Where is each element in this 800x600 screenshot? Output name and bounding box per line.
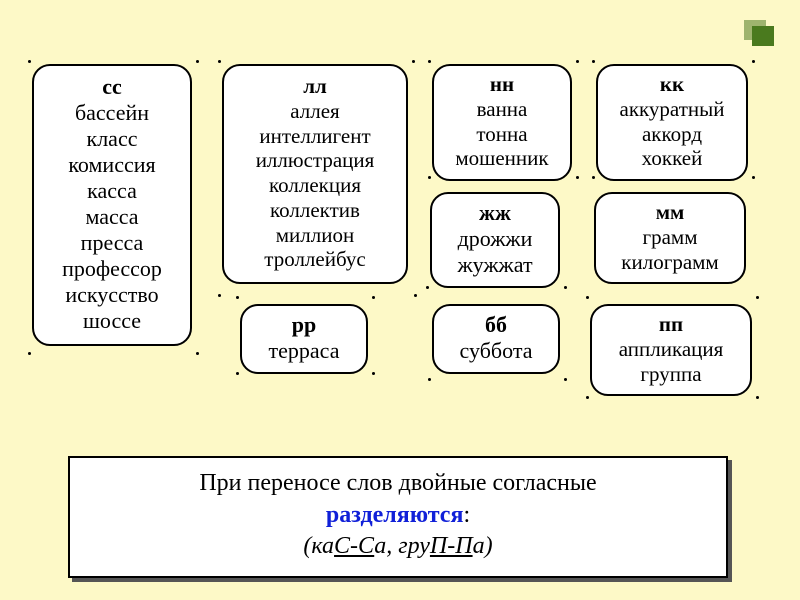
rule-accent: разделяются bbox=[326, 502, 464, 528]
ex1-post: а bbox=[374, 533, 386, 559]
card-pp: пп аппликация группа bbox=[590, 304, 752, 396]
card-ll: лл аллея интеллигент иллюстрация коллекц… bbox=[222, 64, 408, 284]
card-zhzh: жж дрожжи жужжат bbox=[430, 192, 560, 288]
card-word: килограмм bbox=[600, 250, 740, 275]
card-word: искусство bbox=[38, 282, 186, 308]
dot bbox=[196, 60, 199, 63]
card-word: терраса bbox=[246, 338, 362, 364]
dot bbox=[428, 378, 431, 381]
rule-examples: (каС-Са, груП-Па) bbox=[80, 531, 716, 562]
card-ss: сс бассейн класс комиссия касса масса пр… bbox=[32, 64, 192, 346]
ex1-underline: С-С bbox=[334, 533, 374, 559]
dot bbox=[586, 396, 589, 399]
card-header: рр bbox=[246, 312, 362, 338]
dot bbox=[412, 60, 415, 63]
dot bbox=[752, 176, 755, 179]
card-word: касса bbox=[38, 178, 186, 204]
card-mm: мм грамм килограмм bbox=[594, 192, 746, 284]
card-bb: бб суббота bbox=[432, 304, 560, 374]
dot bbox=[756, 296, 759, 299]
dot bbox=[372, 372, 375, 375]
card-word: класс bbox=[38, 126, 186, 152]
card-word: коллекция bbox=[228, 173, 402, 198]
card-header: жж bbox=[436, 200, 554, 226]
card-word: аппликация bbox=[596, 337, 746, 362]
ex1-pre: ка bbox=[311, 533, 334, 559]
nav-face bbox=[752, 26, 774, 46]
dot bbox=[592, 60, 595, 63]
dot bbox=[576, 176, 579, 179]
card-word: аккуратный bbox=[602, 97, 742, 122]
card-header: кк bbox=[602, 72, 742, 97]
card-rr: рр терраса bbox=[240, 304, 368, 374]
card-word: аккорд bbox=[602, 122, 742, 147]
dot bbox=[28, 60, 31, 63]
card-word: троллейбус bbox=[228, 247, 402, 272]
dot bbox=[236, 372, 239, 375]
rule-colon: : bbox=[463, 502, 470, 528]
card-header: пп bbox=[596, 312, 746, 337]
next-slide-button[interactable] bbox=[744, 20, 774, 46]
rule-box: При переносе слов двойные согласные разд… bbox=[68, 456, 728, 578]
card-word: ванна bbox=[438, 97, 566, 122]
card-word: жужжат bbox=[436, 252, 554, 278]
card-header: лл bbox=[228, 74, 402, 99]
dot bbox=[372, 296, 375, 299]
card-header: сс bbox=[38, 74, 186, 100]
dot bbox=[752, 60, 755, 63]
dot bbox=[426, 286, 429, 289]
card-word: бассейн bbox=[38, 100, 186, 126]
card-word: мошенник bbox=[438, 146, 566, 171]
ex-sep: , bbox=[386, 533, 398, 559]
card-word: комиссия bbox=[38, 152, 186, 178]
card-word: интеллигент bbox=[228, 124, 402, 149]
dot bbox=[576, 60, 579, 63]
paren-close: ) bbox=[485, 533, 493, 559]
card-word: коллектив bbox=[228, 198, 402, 223]
card-word: миллион bbox=[228, 223, 402, 248]
dot bbox=[592, 176, 595, 179]
card-word: масса bbox=[38, 204, 186, 230]
card-word: группа bbox=[596, 362, 746, 387]
card-header: мм bbox=[600, 200, 740, 225]
ex2-post: а bbox=[473, 533, 485, 559]
card-kk: кк аккуратный аккорд хоккей bbox=[596, 64, 748, 181]
cards-area: сс бассейн класс комиссия касса масса пр… bbox=[0, 56, 800, 476]
dot bbox=[218, 60, 221, 63]
card-nn: нн ванна тонна мошенник bbox=[432, 64, 572, 181]
card-word: тонна bbox=[438, 122, 566, 147]
dot bbox=[564, 378, 567, 381]
rule-line1: При переносе слов двойные согласные bbox=[80, 468, 716, 499]
dot bbox=[428, 60, 431, 63]
card-header: бб bbox=[438, 312, 554, 338]
dot bbox=[564, 286, 567, 289]
dot bbox=[428, 176, 431, 179]
card-word: грамм bbox=[600, 225, 740, 250]
dot bbox=[236, 296, 239, 299]
dot bbox=[414, 294, 417, 297]
rule-line2: разделяются: bbox=[80, 500, 716, 531]
card-word: хоккей bbox=[602, 146, 742, 171]
card-word: иллюстрация bbox=[228, 148, 402, 173]
card-word: дрожжи bbox=[436, 226, 554, 252]
dot bbox=[28, 352, 31, 355]
dot bbox=[756, 396, 759, 399]
dot bbox=[586, 296, 589, 299]
card-word: суббота bbox=[438, 338, 554, 364]
card-header: нн bbox=[438, 72, 566, 97]
ex2-underline: П-П bbox=[430, 533, 473, 559]
card-word: аллея bbox=[228, 99, 402, 124]
card-word: пресса bbox=[38, 230, 186, 256]
dot bbox=[196, 352, 199, 355]
card-word: профессор bbox=[38, 256, 186, 282]
card-word: шоссе bbox=[38, 308, 186, 334]
dot bbox=[218, 294, 221, 297]
ex2-pre: гру bbox=[398, 533, 430, 559]
